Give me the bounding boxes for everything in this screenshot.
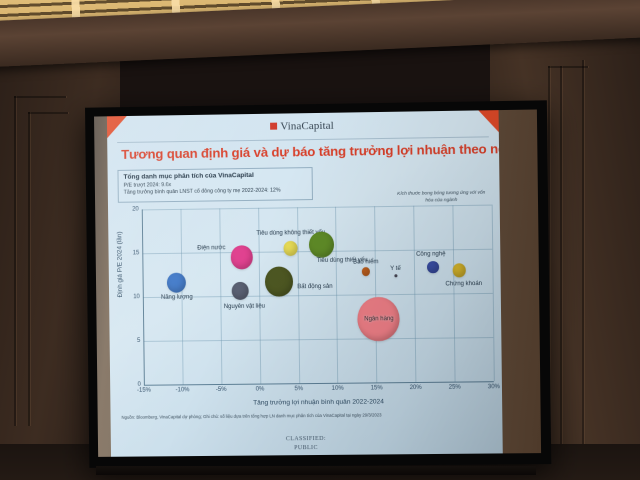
bubble-label: Bảo hiểm <box>353 259 379 266</box>
x-axis-tick: 5% <box>294 386 304 393</box>
y-axis-tick: 10 <box>133 294 140 301</box>
bubble-bất-động-sản[interactable] <box>264 266 294 297</box>
bubble-label: Bất động sản <box>297 283 333 291</box>
x-axis-tick: 10% <box>331 385 344 392</box>
slide-title: Tương quan định giá và dự báo tăng trưởn… <box>121 140 503 162</box>
bubble-label: Y tế <box>390 265 401 272</box>
x-axis-tick: 0% <box>255 386 265 393</box>
projection-screen: VinaCapital Tương quan định giá và dự bá… <box>85 100 552 468</box>
y-axis-tick: 5 <box>137 337 141 344</box>
bubble-label: Nguyên vật liệu <box>223 303 266 310</box>
brand-name: VinaCapital <box>280 119 334 133</box>
bubble-label: Điện nước <box>197 245 226 252</box>
y-gridline <box>143 337 494 342</box>
bubble-công-nghệ[interactable] <box>426 260 440 274</box>
bubble-label: Công nghệ <box>415 250 446 258</box>
bubble-chứng-khoán[interactable] <box>452 263 467 278</box>
y-axis-tick: 20 <box>132 206 139 213</box>
bubble-bảo-hiểm[interactable] <box>361 267 370 276</box>
y-axis-label: Định giá P/E 2024 (lần) <box>116 231 124 298</box>
presentation-slide: VinaCapital Tương quan định giá và dự bá… <box>106 110 503 457</box>
source-footnote: Nguồn: Bloomberg, VinaCapital dự phòng; … <box>121 412 382 420</box>
bubble-size-note: Kích thước bong bóng tương ứng với vốn h… <box>397 190 486 204</box>
bubble-nguyên-vật-liệu[interactable] <box>231 281 249 300</box>
bubble-điện-nước[interactable] <box>230 245 253 270</box>
y-gridline <box>141 204 492 211</box>
screen-surface: VinaCapital Tương quan định giá và dự bá… <box>94 109 542 457</box>
y-axis-tick: 15 <box>132 250 140 257</box>
bubble-tiêu-dùng-thiết-yếu[interactable] <box>309 231 335 259</box>
vinacapital-logo: VinaCapital <box>270 120 334 133</box>
vinacapital-logo-icon <box>270 122 278 130</box>
y-axis-tick: 0 <box>137 381 141 388</box>
bubble-label: Ngân hàng <box>364 315 394 323</box>
x-axis-tick: -15% <box>136 387 151 394</box>
portfolio-summary-box: Tổng danh mục phân tích của VinaCapital … <box>117 167 313 203</box>
y-gridline <box>142 292 493 299</box>
screen-base-bar <box>96 466 536 475</box>
x-axis-tick: 20% <box>409 384 422 392</box>
bubble-năng-lượng[interactable] <box>167 272 187 293</box>
x-axis-label: Tăng trưởng lợi nhuận bình quân 2022-202… <box>253 398 384 407</box>
x-axis-line <box>143 381 494 386</box>
bubble-chart-plot-area: -15% -10% -5% 0% 5% 10% 15% 20% 25% 30% 0 5 10 15 20 Nă… <box>132 204 500 394</box>
bubble-label: Chứng khoán <box>445 281 483 288</box>
x-axis-tick: -10% <box>175 387 190 394</box>
bubble-y-tế[interactable] <box>393 273 398 278</box>
bubble-tiêu-dùng-không-thiết-yếu[interactable] <box>283 241 298 257</box>
classification-marking: CLASSIFIED: PUBLIC <box>111 433 503 454</box>
x-axis-tick: 30% <box>487 384 500 391</box>
x-axis-tick: 25% <box>448 384 461 391</box>
x-axis-tick: -5% <box>215 386 227 394</box>
summary-growth-line: Tăng trưởng bình quân LNST cổ đông công … <box>123 187 281 197</box>
bubble-label: Năng lượng <box>160 294 193 301</box>
x-axis-tick: 15% <box>370 385 383 392</box>
